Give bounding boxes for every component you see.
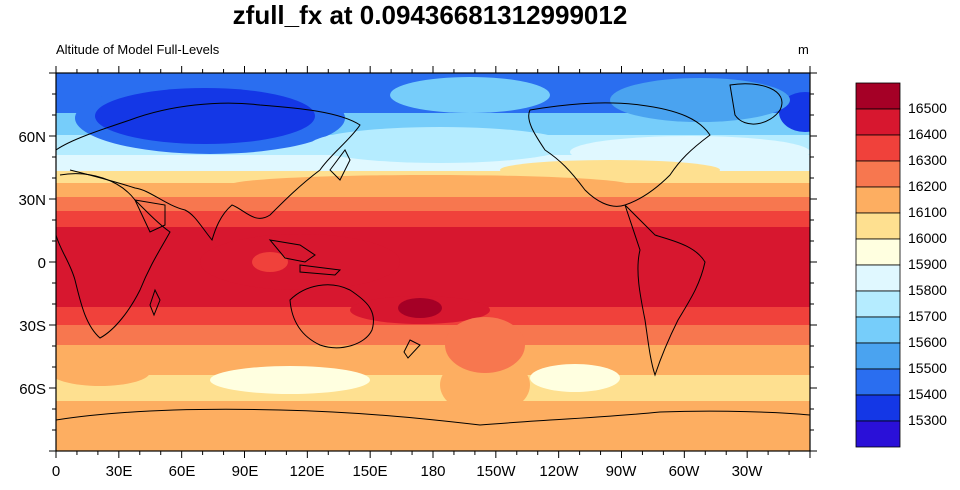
variable-long-name: Altitude of Model Full-Levels (56, 42, 220, 57)
lon-label: 90E (232, 463, 259, 480)
lon-label: 30W (732, 463, 764, 480)
colorbar-box (855, 108, 901, 136)
lon-label: 0 (52, 463, 60, 480)
colorbar-label: 15700 (908, 308, 947, 324)
colorbar-label: 15500 (908, 360, 947, 376)
colorbar-label: 15300 (908, 412, 947, 428)
colorbar-label: 15900 (908, 256, 947, 272)
lat-label: 60S (19, 381, 46, 398)
colorbar-label: 16500 (908, 100, 947, 116)
colorbar-box (855, 264, 901, 292)
lon-label: 150E (352, 463, 387, 480)
lon-label: 60E (169, 463, 196, 480)
axis-ticks (49, 66, 817, 458)
lat-label: 0 (38, 255, 46, 272)
lon-labels: 0 30E 60E 90E 120E 150E 180 150W 120W 90… (52, 463, 763, 480)
filled-contours (56, 73, 810, 451)
colorbar-box (855, 82, 901, 110)
lon-label: 120E (289, 463, 324, 480)
chart-title: zfull_fx at 0.09436681312999012 (232, 0, 628, 30)
colorbar-box (855, 238, 901, 266)
lon-label: 60W (669, 463, 701, 480)
colorbar-label: 16400 (908, 126, 947, 142)
lat-labels: 60N 30N 0 30S 60S (18, 129, 46, 398)
coastlines (56, 83, 810, 426)
colorbar-box (855, 420, 901, 448)
lon-label: 90W (606, 463, 638, 480)
colorbar-box (855, 394, 901, 422)
lon-label: 30E (106, 463, 133, 480)
lon-label: 150W (476, 463, 516, 480)
colorbar (855, 82, 901, 448)
lon-label: 120W (539, 463, 579, 480)
colorbar-box (855, 290, 901, 318)
colorbar-label: 16300 (908, 152, 947, 168)
colorbar-label: 16100 (908, 204, 947, 220)
colorbar-label: 15400 (908, 386, 947, 402)
colorbar-box (855, 186, 901, 214)
lon-label: 180 (420, 463, 445, 480)
colorbar-label: 15800 (908, 282, 947, 298)
lat-label: 60N (18, 129, 46, 146)
colorbar-box (855, 368, 901, 396)
colorbar-label: 16000 (908, 230, 947, 246)
colorbar-box (855, 134, 901, 162)
lat-label: 30S (19, 318, 46, 335)
colorbar-box (855, 342, 901, 370)
colorbar-label: 16200 (908, 178, 947, 194)
units-label: m (798, 42, 809, 57)
colorbar-box (855, 160, 901, 188)
lat-label: 30N (18, 192, 46, 209)
colorbar-label: 15600 (908, 334, 947, 350)
colorbar-labels: 16500 16400 16300 16200 16100 16000 1590… (908, 100, 947, 428)
colorbar-box (855, 316, 901, 344)
colorbar-box (855, 212, 901, 240)
